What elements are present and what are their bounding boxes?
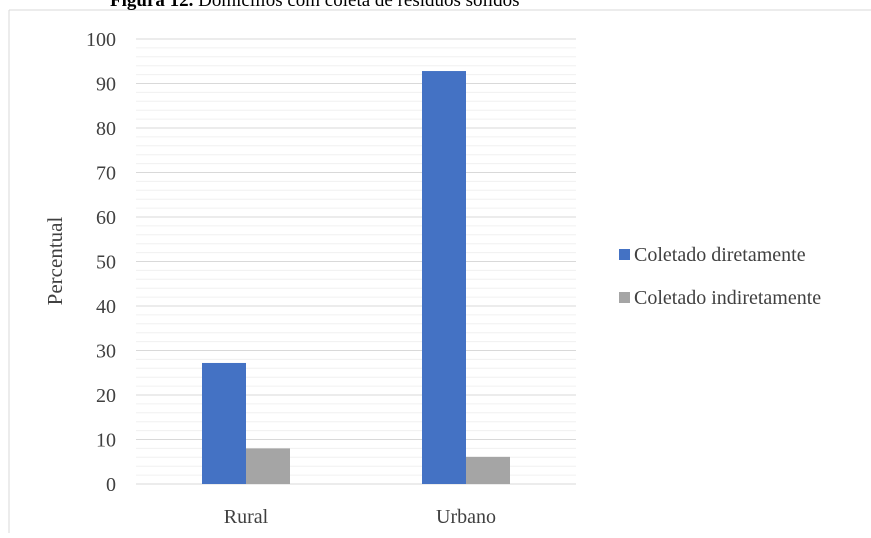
x-tick-label: Rural: [224, 506, 269, 528]
y-tick-label: 90: [96, 74, 116, 96]
caption-text: Domicílios com coleta de resíduos sólido…: [193, 0, 519, 11]
bars: [202, 71, 510, 484]
legend-label: Coletado diretamente: [634, 244, 806, 266]
y-tick-label: 10: [96, 430, 116, 452]
y-axis-title: Percentual: [43, 217, 67, 306]
bar-rural-series-1: [202, 362, 246, 484]
y-tick-label: 70: [96, 163, 116, 185]
y-tick-label: 40: [96, 296, 116, 318]
y-tick-label: 0: [106, 474, 116, 496]
tick-labels: 0 10 20 30 40 50 60 70 80 90 100 Rural Urbano: [86, 29, 496, 528]
bar-urbano-series-2: [466, 456, 510, 484]
bar-urbano-series-1: [422, 71, 466, 484]
y-tick-label: 100: [86, 29, 116, 51]
legend-swatch: [619, 249, 630, 260]
y-tick-label: 60: [96, 207, 116, 229]
legend: Coletado diretamente Coletado indiretamen…: [619, 244, 821, 309]
y-tick-label: 30: [96, 341, 116, 363]
y-tick-label: 80: [96, 118, 116, 140]
y-tick-label: 50: [96, 252, 116, 274]
y-tick-label: 20: [96, 385, 116, 407]
x-tick-label: Urbano: [436, 506, 496, 528]
figure-caption: Figura 12. Domicílios com coleta de resí…: [110, 0, 520, 11]
legend-swatch: [619, 292, 630, 303]
caption-label: Figura 12.: [110, 0, 193, 11]
legend-label: Coletado indiretamente: [634, 287, 821, 309]
bar-rural-series-2: [246, 448, 290, 484]
